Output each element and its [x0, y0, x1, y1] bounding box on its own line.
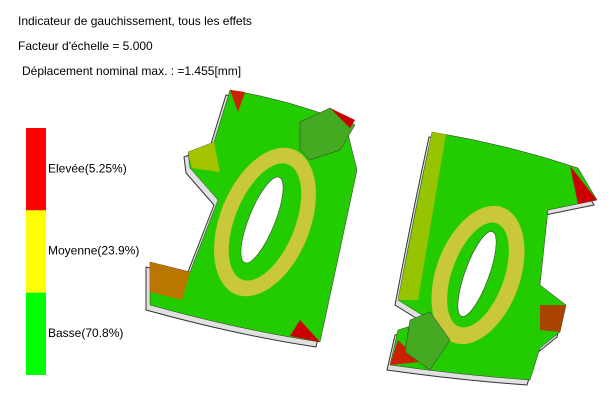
part-right	[386, 131, 598, 386]
scale-factor: Facteur d'échelle = 5.000	[18, 39, 153, 53]
legend-label: Moyenne(23.9%)	[48, 244, 139, 258]
title: Indicateur de gauchissement, tous les ef…	[18, 14, 252, 28]
legend-swatch	[26, 292, 46, 375]
max-displacement: Déplacement nominal max. : =1.455[mm]	[22, 64, 241, 78]
legend-swatch	[26, 210, 46, 293]
part-left	[145, 89, 358, 348]
legend-label: Basse(70.8%)	[48, 326, 123, 340]
legend: Elevée(5.25%) Moyenne(23.9%) Basse(70.8%)	[26, 128, 139, 375]
legend-label: Elevée(5.25%)	[48, 161, 127, 175]
legend-swatch	[26, 128, 46, 211]
